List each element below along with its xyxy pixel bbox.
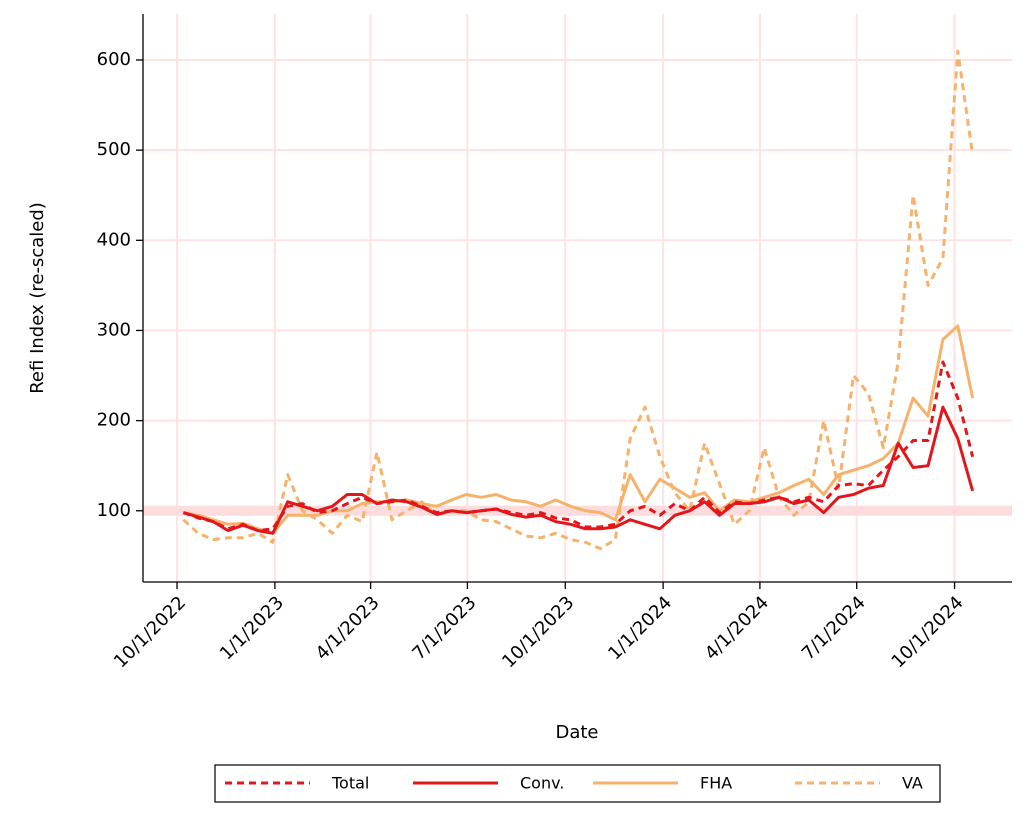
x-tick-label: 7/1/2024 [798,592,870,664]
y-tick-label: 300 [97,319,131,340]
x-tick-label: 10/1/2023 [498,592,578,672]
legend-box [214,764,941,803]
series-line [182,360,975,533]
series-line [182,49,975,551]
y-tick-label: 100 [97,500,131,521]
x-tick-label: 4/1/2024 [701,592,773,664]
x-tick-label: 10/1/2024 [888,592,968,672]
x-tick-label: 1/1/2023 [216,592,288,664]
x-axis-label: Date [555,722,598,743]
legend-label: Conv. [520,774,564,793]
legend-label: Total [331,774,369,793]
x-tick-label: 10/1/2022 [110,592,190,672]
y-tick-label: 200 [97,410,131,431]
x-tick-label: 7/1/2023 [408,592,480,664]
series-line [183,324,975,535]
x-tick-label: 4/1/2023 [312,592,384,664]
y-axis-label: Refi Index (re-scaled) [27,202,48,394]
y-tick-label: 400 [97,229,131,250]
legend-label: VA [902,774,923,793]
y-tick-label: 600 [97,49,131,70]
series-line [182,405,975,535]
x-tick-label: 1/1/2024 [604,592,676,664]
y-tick-label: 500 [97,139,131,160]
legend-label: FHA [700,774,732,793]
